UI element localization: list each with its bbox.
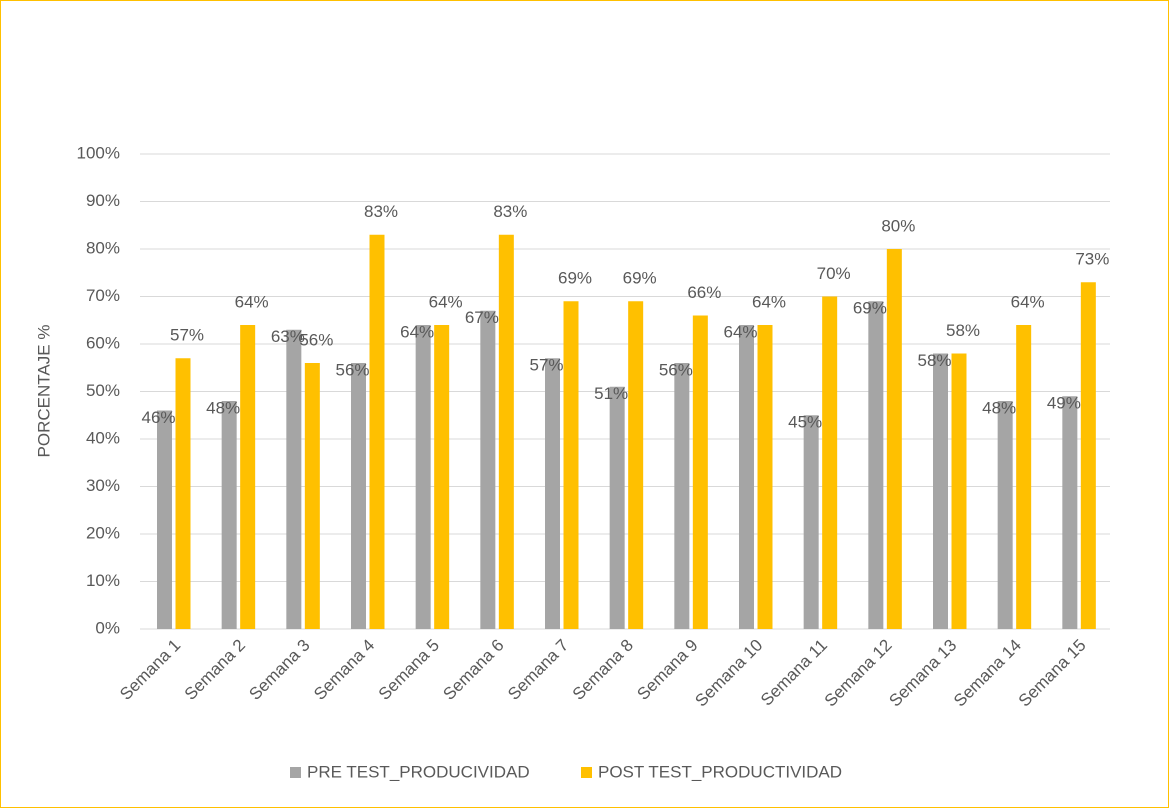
data-label: 80%: [881, 216, 915, 235]
data-label: 49%: [1047, 394, 1081, 413]
y-tick-label: 0%: [95, 618, 120, 637]
data-label: 64%: [235, 292, 269, 311]
bar: [803, 415, 819, 629]
y-tick-label: 10%: [86, 571, 120, 590]
data-label: 69%: [558, 269, 592, 288]
bar: [822, 296, 838, 629]
bar: [933, 353, 948, 629]
data-label: 58%: [946, 321, 980, 340]
bar: [434, 325, 450, 629]
bar: [415, 325, 431, 629]
legend-swatch: [290, 767, 301, 778]
data-label: 46%: [141, 408, 175, 427]
bar: [692, 315, 708, 629]
data-label: 48%: [982, 398, 1016, 417]
y-tick-label: 90%: [86, 191, 120, 210]
data-label: 83%: [493, 202, 527, 221]
data-label: 83%: [364, 202, 398, 221]
bar: [221, 401, 237, 629]
bar: [286, 329, 302, 629]
data-label: 70%: [817, 264, 851, 283]
bar: [868, 301, 884, 629]
bar: [498, 234, 514, 629]
bar: [369, 234, 385, 629]
bar: [1062, 396, 1078, 629]
legend-label: PRE TEST_PRODUCIVIDAD: [307, 762, 530, 781]
data-label: 48%: [206, 398, 240, 417]
legend-label: POST TEST_PRODUCTIVIDAD: [598, 762, 842, 781]
bar: [1080, 282, 1096, 629]
data-label: 63%: [271, 327, 305, 346]
y-tick-label: 100%: [77, 143, 120, 162]
y-tick-label: 20%: [86, 523, 120, 542]
data-label: 56%: [335, 360, 369, 379]
y-tick-label: 50%: [86, 381, 120, 400]
data-label: 69%: [853, 299, 887, 318]
y-axis-title: PORCENTAJE %: [34, 325, 53, 458]
data-label: 45%: [788, 413, 822, 432]
legend-swatch: [581, 767, 592, 778]
bar: [739, 325, 754, 629]
data-label: 56%: [659, 360, 693, 379]
data-label: 64%: [1011, 292, 1045, 311]
bar: [1016, 325, 1032, 629]
bar: [674, 363, 690, 629]
y-tick-label: 60%: [86, 333, 120, 352]
data-label: 64%: [723, 322, 757, 341]
bar: [628, 301, 644, 629]
data-label: 67%: [465, 308, 499, 327]
y-tick-label: 40%: [86, 428, 120, 447]
data-label: 57%: [529, 356, 563, 375]
bar: [886, 249, 902, 629]
bar: [157, 410, 172, 629]
y-tick-label: 30%: [86, 476, 120, 495]
y-tick-label: 70%: [86, 286, 120, 305]
data-label: 58%: [917, 351, 951, 370]
data-label: 64%: [429, 292, 463, 311]
data-label: 57%: [170, 326, 204, 345]
data-label: 64%: [752, 292, 786, 311]
data-label: 51%: [594, 384, 628, 403]
data-label: 66%: [687, 283, 721, 302]
bar: [545, 358, 560, 629]
bar: [951, 353, 967, 629]
bar: [563, 301, 579, 629]
bar: [609, 386, 625, 629]
bar: [480, 310, 496, 629]
data-label: 64%: [400, 322, 434, 341]
bar: [304, 363, 320, 629]
data-label: 56%: [299, 330, 333, 349]
bar: [997, 401, 1013, 629]
data-label: 69%: [623, 269, 657, 288]
y-tick-label: 80%: [86, 238, 120, 257]
bar: [175, 358, 191, 629]
bar: [240, 325, 256, 629]
data-label: 73%: [1075, 250, 1109, 269]
bar: [351, 363, 366, 629]
bar: [757, 325, 773, 629]
